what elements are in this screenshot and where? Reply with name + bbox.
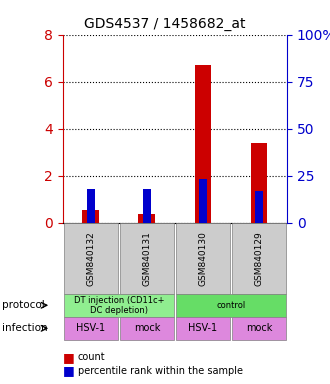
Bar <box>255 191 263 223</box>
Text: HSV-1: HSV-1 <box>188 323 217 333</box>
Text: count: count <box>78 352 105 362</box>
Bar <box>82 210 99 223</box>
Text: protocol: protocol <box>2 300 45 310</box>
Text: GSM840131: GSM840131 <box>142 231 151 286</box>
Bar <box>87 189 94 223</box>
Text: GDS4537 / 1458682_at: GDS4537 / 1458682_at <box>84 17 246 31</box>
Text: control: control <box>216 301 246 310</box>
Text: GSM840129: GSM840129 <box>254 231 264 286</box>
Text: ■: ■ <box>63 364 75 377</box>
Bar <box>199 179 207 223</box>
Bar <box>195 65 211 223</box>
Text: DT injection (CD11c+
DC depletion): DT injection (CD11c+ DC depletion) <box>74 296 164 315</box>
Text: HSV-1: HSV-1 <box>76 323 105 333</box>
Text: infection: infection <box>2 323 47 333</box>
Bar <box>139 214 155 223</box>
Bar <box>251 143 267 223</box>
Text: mock: mock <box>134 323 160 333</box>
Text: mock: mock <box>246 323 272 333</box>
Text: GSM840132: GSM840132 <box>86 231 95 286</box>
Text: percentile rank within the sample: percentile rank within the sample <box>78 366 243 376</box>
Text: ■: ■ <box>63 351 75 364</box>
Bar <box>143 189 150 223</box>
Text: GSM840130: GSM840130 <box>198 231 208 286</box>
